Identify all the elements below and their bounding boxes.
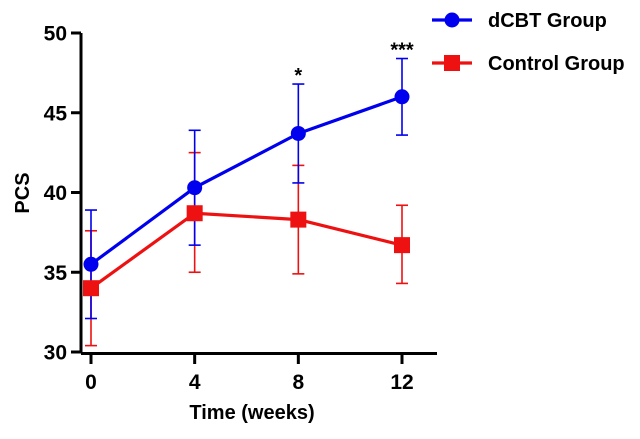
significance-label: *: [294, 65, 302, 87]
y-tick-label: 35: [44, 262, 68, 285]
data-point: [290, 211, 307, 228]
x-tick-label: 4: [189, 371, 201, 394]
data-point: [187, 180, 203, 196]
y-tick-label: 40: [44, 182, 67, 205]
legend-item: Control Group: [432, 53, 625, 75]
data-point: [394, 237, 410, 254]
y-axis-title: PCS: [12, 172, 34, 213]
series-lines: [90, 95, 403, 290]
axes: 30 35 40 45 50 0 4 8 12 Time (weeks) PCS: [12, 23, 437, 424]
series-markers: [83, 89, 410, 297]
legend-label: dCBT Group: [488, 10, 607, 32]
data-point: [394, 89, 410, 105]
y-tick-label: 50: [44, 23, 67, 46]
x-tick-label: 0: [85, 371, 97, 394]
y-tick-label: 45: [44, 102, 68, 125]
x-tick-label: 12: [390, 371, 413, 394]
significance-label: ***: [390, 40, 414, 62]
series-line: [90, 95, 403, 266]
legend-label: Control Group: [488, 53, 625, 75]
x-axis-title: Time (weeks): [189, 402, 314, 424]
series-line: [90, 211, 403, 290]
legend-item: dCBT Group: [432, 10, 607, 32]
legend-marker: [444, 55, 460, 71]
legend-marker: [444, 12, 460, 28]
data-point: [83, 256, 99, 272]
x-tick-label: 8: [292, 371, 304, 394]
y-tick-label: 30: [44, 342, 67, 365]
significance-labels: ****: [294, 40, 413, 88]
data-point: [186, 205, 203, 222]
data-point: [83, 280, 99, 297]
legend: dCBT Group Control Group: [432, 10, 625, 75]
error-bars: [85, 57, 408, 347]
data-point: [290, 125, 306, 141]
